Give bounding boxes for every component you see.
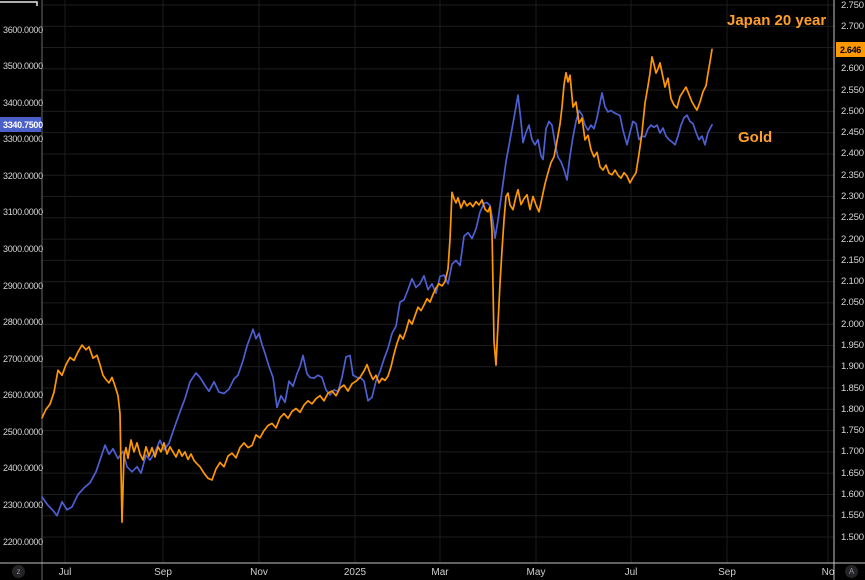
right-axis-tick-label: 2.350 (841, 169, 864, 181)
time-axis-tick-label: No (821, 567, 835, 578)
right-axis-tick-label: 2.700 (841, 20, 864, 32)
time-axis-tick-label: Jul (624, 567, 638, 578)
gold-series-label: Gold (738, 129, 773, 146)
left-axis-tick-label: 2400.0000 (3, 463, 43, 474)
right-axis-tick-label: 1.600 (841, 488, 864, 500)
right-axis-tick-label: 2.550 (841, 84, 864, 96)
left-axis-tick-label: 3200.0000 (3, 170, 43, 181)
right-axis-tick-label: 2.150 (841, 254, 864, 266)
time-axis-tick-label: Mar (431, 567, 449, 578)
time-axis-tick-label: 2025 (343, 567, 367, 578)
series-line-japan-20-year (41, 48, 713, 523)
left-axis-tick-label: 2700.0000 (3, 353, 43, 364)
series-line-gold (41, 92, 713, 517)
time-axis-tick-label: Nov (250, 567, 268, 578)
left-axis-tick-label: 3500.0000 (3, 61, 43, 72)
right-axis-tick-label: 2.600 (841, 63, 864, 75)
left-axis-tick-label: 3100.0000 (3, 207, 43, 218)
right-axis-tick-label: 2.000 (841, 318, 864, 330)
right-axis-tick-label: 1.950 (841, 339, 864, 351)
japan-last-price-label: 2.646 (836, 42, 865, 57)
right-axis-tick-label: 2.050 (841, 297, 864, 309)
right-axis-tick-label: 1.900 (841, 361, 864, 373)
right-axis-tick-label: 1.850 (841, 382, 864, 394)
left-axis-tick-label: 2500.0000 (3, 426, 43, 437)
right-axis-tick-label: 2.750 (841, 0, 864, 11)
gold-last-price-label: 3340.7500 (0, 117, 43, 132)
right-axis-tick-label: 2.100 (841, 276, 864, 288)
left-axis-tick-label: 2600.0000 (3, 390, 43, 401)
time-axis-tick-label: Sep (154, 567, 172, 578)
left-axis-tick-label: 3300.0000 (3, 134, 43, 145)
right-axis-tick-label: 2.500 (841, 105, 864, 117)
right-axis-tick-label: 1.550 (841, 510, 864, 522)
left-axis-tick-label: 2300.0000 (3, 499, 43, 510)
right-axis-tick-label: 2.300 (841, 191, 864, 203)
left-axis-tick-label: 2800.0000 (3, 317, 43, 328)
timezone-badge[interactable]: z (12, 565, 25, 578)
axis-top-marker (0, 1, 38, 6)
time-axis-tick-label: May (526, 567, 546, 578)
left-axis-tick-label: 3600.0000 (3, 24, 43, 35)
right-axis-tick-label: 2.400 (841, 148, 864, 160)
left-axis-tick-label: 3400.0000 (3, 97, 43, 108)
left-axis-tick-label: 2900.0000 (3, 280, 43, 291)
time-axis-tick-label: Jul (58, 567, 72, 578)
left-axis-tick-label: 3000.0000 (3, 243, 43, 254)
autoscale-badge[interactable]: A (845, 565, 858, 578)
right-axis-tick-label: 2.250 (841, 212, 864, 224)
right-axis-tick-label: 2.200 (841, 233, 864, 245)
time-axis-tick-label: Sep (718, 567, 736, 578)
right-axis-tick-label: 1.800 (841, 403, 864, 415)
right-axis-tick-label: 1.750 (841, 425, 864, 437)
right-axis-tick-label: 1.500 (841, 531, 864, 543)
right-axis-tick-label: 2.450 (841, 127, 864, 139)
right-axis-tick-label: 1.650 (841, 467, 864, 479)
japan-20-year-series-label: Japan 20 year (727, 12, 827, 29)
right-axis-tick-label: 1.700 (841, 446, 864, 458)
left-axis-tick-label: 2200.0000 (3, 536, 43, 547)
